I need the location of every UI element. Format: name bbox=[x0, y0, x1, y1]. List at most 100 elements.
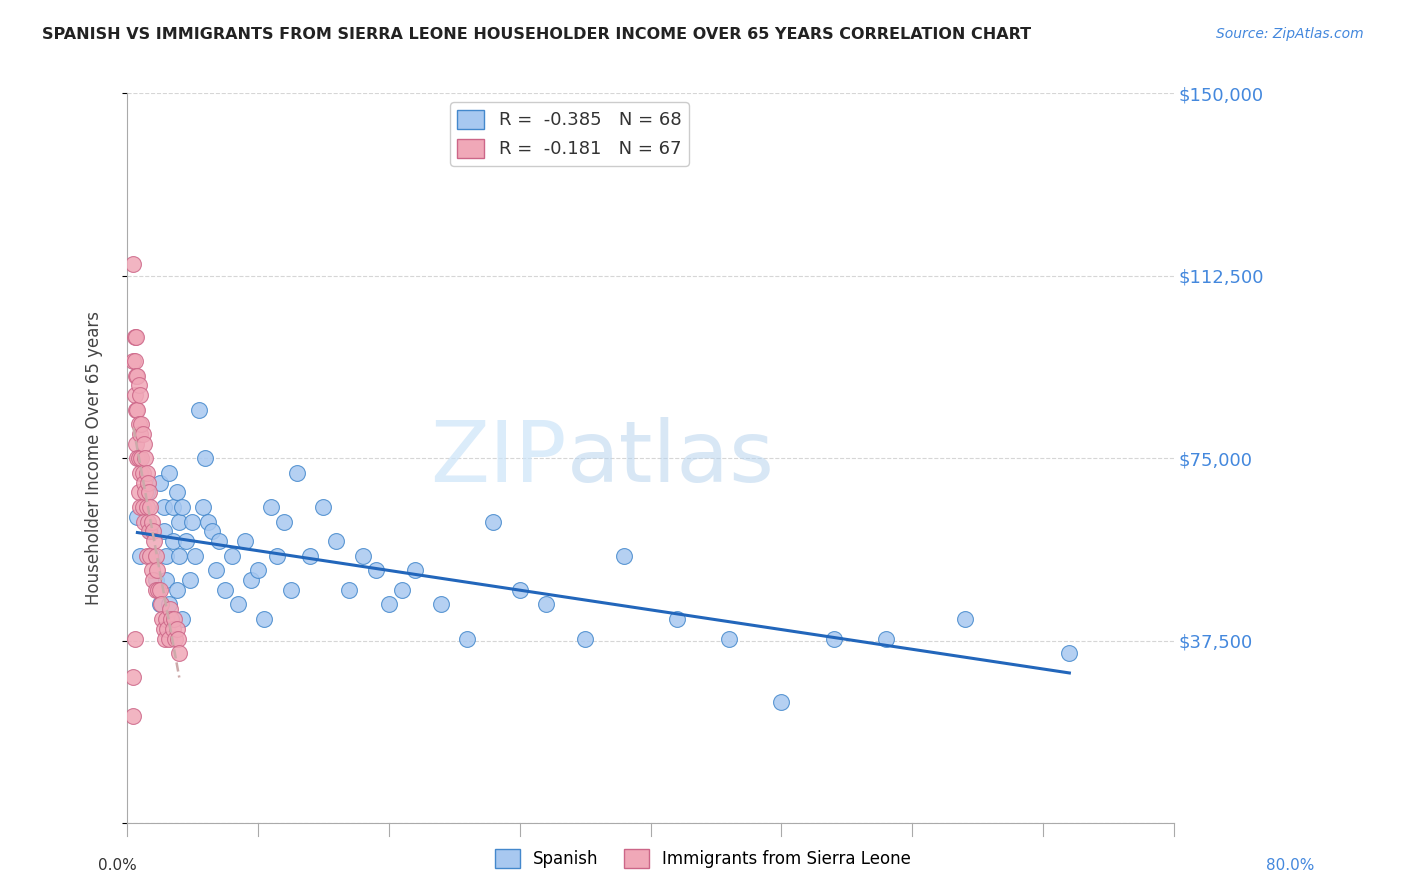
Point bbox=[253, 612, 276, 626]
Text: 80.0%: 80.0% bbox=[1267, 858, 1315, 872]
Point bbox=[221, 549, 243, 563]
Point bbox=[152, 622, 174, 636]
Point bbox=[273, 515, 295, 529]
Point bbox=[260, 500, 283, 514]
Point bbox=[131, 417, 153, 432]
Point bbox=[143, 534, 166, 549]
Point bbox=[129, 427, 152, 442]
Point bbox=[138, 524, 160, 539]
Text: atlas: atlas bbox=[567, 417, 775, 500]
Text: ZIP: ZIP bbox=[430, 417, 567, 500]
Point bbox=[187, 402, 209, 417]
Point bbox=[125, 368, 148, 383]
Point bbox=[149, 598, 172, 612]
Point bbox=[312, 500, 335, 514]
Point bbox=[155, 549, 177, 563]
Point bbox=[149, 598, 172, 612]
Point bbox=[430, 598, 453, 612]
Point bbox=[122, 709, 145, 723]
Point bbox=[145, 549, 167, 563]
Legend: R =  -0.385   N = 68, R =  -0.181   N = 67: R = -0.385 N = 68, R = -0.181 N = 67 bbox=[450, 103, 689, 166]
Point bbox=[574, 632, 596, 646]
Point bbox=[169, 515, 191, 529]
Point bbox=[146, 563, 169, 577]
Point bbox=[127, 451, 149, 466]
Point bbox=[404, 563, 426, 577]
Point bbox=[135, 466, 157, 480]
Point bbox=[127, 402, 149, 417]
Point bbox=[139, 549, 162, 563]
Point bbox=[191, 500, 214, 514]
Point bbox=[299, 549, 322, 563]
Point bbox=[157, 632, 180, 646]
Point bbox=[131, 466, 153, 480]
Point bbox=[169, 549, 191, 563]
Point bbox=[152, 524, 174, 539]
Point bbox=[953, 612, 976, 626]
Point bbox=[770, 695, 793, 709]
Point bbox=[145, 573, 167, 587]
Point bbox=[160, 612, 183, 626]
Point bbox=[149, 475, 172, 490]
Point bbox=[201, 524, 224, 539]
Point bbox=[163, 612, 186, 626]
Point bbox=[129, 466, 152, 480]
Point bbox=[166, 622, 188, 636]
Point bbox=[718, 632, 741, 646]
Point bbox=[157, 466, 180, 480]
Point bbox=[534, 598, 557, 612]
Point bbox=[339, 582, 361, 597]
Point bbox=[122, 257, 145, 271]
Point bbox=[134, 485, 156, 500]
Point bbox=[391, 582, 413, 597]
Point bbox=[325, 534, 347, 549]
Point bbox=[134, 451, 156, 466]
Point bbox=[125, 402, 148, 417]
Point bbox=[482, 515, 505, 529]
Point bbox=[509, 582, 531, 597]
Point bbox=[132, 475, 155, 490]
Point bbox=[169, 646, 191, 660]
Point bbox=[197, 515, 219, 529]
Point bbox=[124, 388, 146, 402]
Point bbox=[280, 582, 302, 597]
Point bbox=[352, 549, 374, 563]
Point bbox=[167, 632, 190, 646]
Point bbox=[156, 622, 179, 636]
Point bbox=[142, 573, 165, 587]
Point bbox=[205, 563, 228, 577]
Point bbox=[166, 485, 188, 500]
Point bbox=[131, 451, 153, 466]
Point bbox=[138, 485, 160, 500]
Point bbox=[128, 451, 150, 466]
Point bbox=[665, 612, 688, 626]
Point bbox=[166, 582, 188, 597]
Point bbox=[285, 466, 308, 480]
Point bbox=[122, 670, 145, 684]
Point bbox=[162, 500, 184, 514]
Point bbox=[127, 368, 149, 383]
Point bbox=[157, 598, 180, 612]
Point bbox=[240, 573, 263, 587]
Point bbox=[155, 573, 177, 587]
Point bbox=[142, 524, 165, 539]
Point bbox=[136, 515, 159, 529]
Point bbox=[131, 427, 153, 442]
Text: Source: ZipAtlas.com: Source: ZipAtlas.com bbox=[1216, 27, 1364, 41]
Point bbox=[124, 354, 146, 368]
Point bbox=[165, 632, 187, 646]
Point bbox=[170, 612, 193, 626]
Point bbox=[136, 475, 159, 490]
Point bbox=[139, 524, 162, 539]
Point bbox=[1059, 646, 1081, 660]
Point bbox=[135, 549, 157, 563]
Point bbox=[141, 515, 163, 529]
Point bbox=[122, 354, 145, 368]
Point bbox=[179, 573, 201, 587]
Point bbox=[131, 500, 153, 514]
Point bbox=[129, 500, 152, 514]
Point bbox=[152, 500, 174, 514]
Point bbox=[214, 582, 236, 597]
Point bbox=[159, 602, 181, 616]
Point bbox=[613, 549, 636, 563]
